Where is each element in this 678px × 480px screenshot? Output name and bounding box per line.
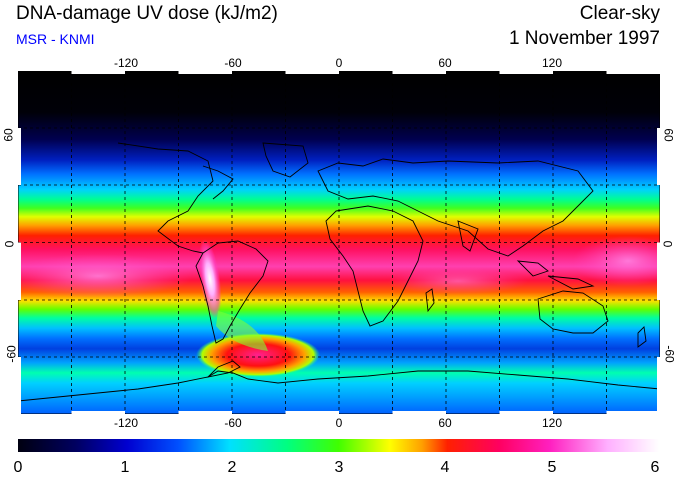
colorbar-label: 5 bbox=[547, 459, 557, 476]
lon-tick-top: 0 bbox=[335, 56, 343, 70]
lat-tick-left: -60 bbox=[4, 345, 19, 363]
lon-tick-top: 60 bbox=[438, 56, 452, 70]
color-scale-bar bbox=[18, 439, 659, 452]
lon-tick-bottom: 0 bbox=[335, 416, 343, 430]
lon-tick-top: -60 bbox=[224, 56, 242, 70]
colorbar-label: 4 bbox=[440, 459, 450, 476]
uv-dose-map bbox=[18, 71, 660, 414]
date-label: 1 November 1997 bbox=[508, 28, 660, 49]
lat-tick-right: 0 bbox=[660, 240, 675, 248]
lat-tick-left: 0 bbox=[2, 240, 17, 248]
lon-tick-bottom: -60 bbox=[224, 416, 242, 430]
page-title: DNA-damage UV dose (kJ/m2) bbox=[16, 3, 278, 24]
lon-tick-bottom: -120 bbox=[113, 416, 139, 430]
lat-tick-right: 60 bbox=[661, 128, 676, 142]
lat-tick-left: 60 bbox=[1, 128, 16, 142]
lat-tick-right: -60 bbox=[662, 345, 677, 363]
lon-tick-bottom: 60 bbox=[438, 416, 452, 430]
lon-tick-bottom: 120 bbox=[541, 416, 563, 430]
colorbar-label: 1 bbox=[120, 459, 130, 476]
colorbar-label: 2 bbox=[227, 459, 237, 476]
colorbar-label: 6 bbox=[650, 459, 660, 476]
source-label: MSR - KNMI bbox=[16, 31, 95, 47]
sky-condition-label: Clear-sky bbox=[579, 3, 660, 24]
colorbar-label: 3 bbox=[334, 459, 344, 476]
lon-tick-top: -120 bbox=[113, 56, 139, 70]
lon-tick-top: 120 bbox=[541, 56, 563, 70]
colorbar-label: 0 bbox=[13, 459, 23, 476]
